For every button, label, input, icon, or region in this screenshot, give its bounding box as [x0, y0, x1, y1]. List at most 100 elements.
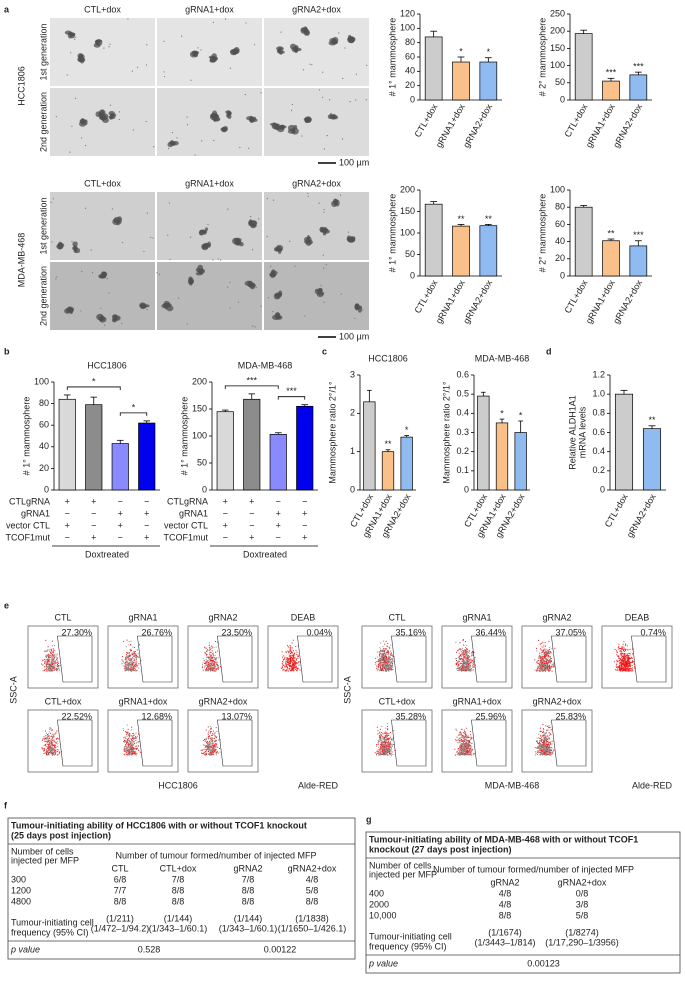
y-tick-label: 0.2: [592, 465, 605, 475]
debris: [266, 197, 268, 200]
debris: [168, 202, 170, 204]
debris: [146, 44, 148, 46]
sphere-blob: [172, 140, 179, 146]
y-tick-label: 150: [400, 206, 415, 216]
table-text: 4/8: [499, 888, 512, 898]
debris: [347, 231, 350, 233]
gate-percent: 36.44%: [475, 627, 506, 637]
bar: [629, 74, 648, 101]
debris: [80, 137, 83, 139]
debris: [311, 64, 313, 66]
y-tick-label: 150: [192, 403, 207, 413]
debris: [131, 70, 133, 72]
flow-plot-label: gRNA2+dox: [199, 696, 248, 706]
y-tick-label: 80: [405, 37, 415, 47]
table-text: Tumour-initiating cell: [11, 917, 94, 927]
debris: [145, 64, 148, 66]
table-text: 4800: [11, 896, 31, 906]
y-tick-label: 200: [550, 26, 565, 36]
flow-plot-frame: [27, 709, 99, 773]
debris: [167, 234, 169, 236]
table-text: 4/8: [499, 899, 512, 909]
y-tick-label: 20: [39, 463, 49, 473]
condition-sign: +: [65, 496, 70, 506]
sphere-blob: [316, 291, 324, 298]
debris: [344, 47, 346, 49]
error-bar: [518, 420, 523, 433]
bar: [479, 61, 498, 101]
x-tick-label: CTL+dox: [412, 102, 439, 139]
condition-sign: +: [65, 520, 70, 530]
x-tick-label: CTL+dox: [562, 278, 589, 315]
sphere-blob: [251, 224, 257, 228]
error-bar: [580, 205, 588, 208]
table-text: knockout (27 days post injection): [369, 844, 512, 854]
table-text: Number of cells: [11, 846, 74, 856]
sphere-blob: [162, 302, 171, 308]
table-text: (1/211): [106, 913, 134, 923]
y-tick-label: 100: [34, 376, 49, 386]
sphere-blob: [246, 116, 254, 121]
debris: [290, 109, 293, 112]
chart-title: HCC1806: [87, 360, 127, 370]
flow-gate: [551, 635, 587, 683]
debris: [80, 310, 82, 312]
condition-sign: +: [302, 508, 307, 518]
condition-sign: +: [276, 520, 281, 530]
condition-sign: +: [276, 508, 281, 518]
table-text: p value: [10, 944, 40, 954]
condition-sign: −: [118, 496, 123, 506]
flow-plot-label: CTL: [54, 612, 71, 622]
y-tick-label: 0: [464, 484, 469, 494]
flow-events: [376, 723, 396, 756]
micrograph-bg: [157, 192, 262, 260]
condition-sign: −: [144, 520, 149, 530]
y-tick-label: 80: [39, 398, 49, 408]
table-text: Tumour-initiating ability of HCC1806 wit…: [11, 820, 307, 830]
flow-events: [280, 639, 301, 672]
condition-label: gRNA1: [21, 508, 50, 518]
gate-percent: 35.28%: [395, 711, 426, 721]
flow-plot-frame: [441, 709, 513, 773]
error-bar: [430, 201, 438, 205]
flow-events: [374, 640, 395, 672]
condition-label: CTLgRNA: [167, 496, 208, 506]
error-bar: [481, 391, 486, 397]
y-tick-label: 200: [400, 184, 415, 194]
debris: [158, 273, 160, 275]
sphere-blob: [93, 42, 101, 48]
image-column-label: gRNA1+dox: [185, 4, 234, 14]
error-bar: [634, 71, 642, 75]
sphere-blob: [77, 55, 84, 62]
condition-label: TCOF1mut: [5, 532, 50, 542]
y-tick-label: 0.1: [456, 465, 469, 475]
sphere-blob: [270, 273, 277, 278]
bar: [400, 436, 413, 491]
error-bar: [63, 394, 71, 400]
y-tick-label: 250: [550, 8, 565, 18]
y-tick-label: 0.4: [456, 408, 469, 418]
bar: [452, 225, 470, 277]
table-text: (1/1674): [488, 927, 522, 937]
bar: [111, 443, 129, 491]
micrograph: [156, 262, 262, 330]
significance: **: [384, 439, 392, 449]
condition-sign: −: [276, 496, 281, 506]
table-text: 0/8: [576, 888, 589, 898]
debris: [109, 104, 112, 106]
bar: [296, 405, 314, 491]
bar: [602, 80, 620, 101]
debris: [307, 192, 309, 195]
debris: [74, 36, 76, 38]
sphere-blob: [98, 273, 106, 279]
error-bar: [274, 432, 282, 435]
y-tick-label: 0: [202, 484, 207, 494]
micrograph-bg: [50, 18, 155, 86]
debris: [227, 286, 229, 288]
condition-label: CTLgRNA: [9, 496, 50, 506]
table-text: gRNA2: [490, 877, 519, 887]
debris: [349, 100, 351, 103]
flow-plot-frame: [521, 625, 593, 689]
flow-events: [534, 639, 556, 672]
